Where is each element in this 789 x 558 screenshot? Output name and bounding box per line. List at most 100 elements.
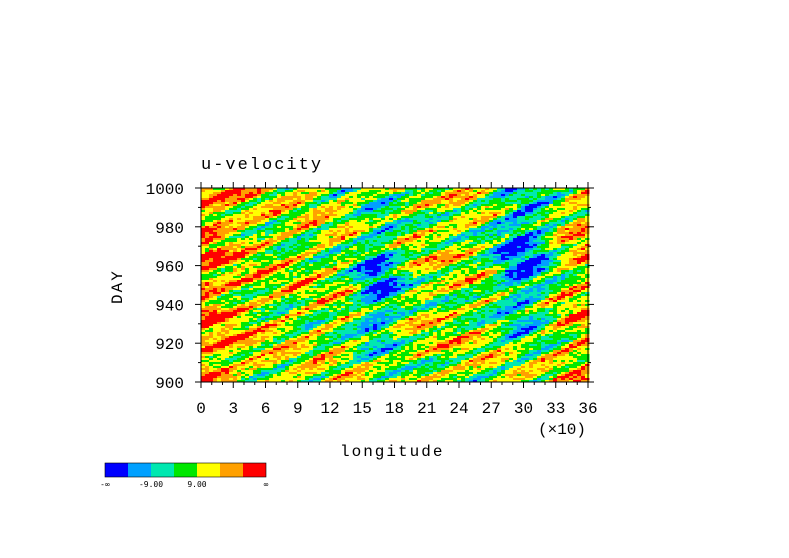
heatmap-cell [313, 224, 318, 227]
heatmap-cell [585, 280, 590, 283]
heatmap-cell [205, 284, 210, 287]
heatmap-cell [437, 214, 442, 217]
heatmap-cell [309, 188, 314, 191]
heatmap-cell [469, 196, 474, 199]
heatmap-cell [265, 256, 270, 259]
heatmap-cell [201, 204, 206, 207]
heatmap-cell [553, 242, 558, 245]
heatmap-cell [497, 216, 502, 219]
heatmap-cell [485, 212, 490, 215]
heatmap-cell [585, 286, 590, 289]
heatmap-cell [537, 214, 542, 217]
heatmap-cell [433, 246, 438, 249]
heatmap-cell [457, 190, 462, 193]
heatmap-cell [301, 236, 306, 239]
heatmap-cell [441, 252, 446, 255]
heatmap-cell [349, 244, 354, 247]
heatmap-cell [529, 284, 534, 287]
heatmap-cell [541, 196, 546, 199]
heatmap-cell [217, 198, 222, 201]
heatmap-cell [301, 218, 306, 221]
heatmap-cell [397, 252, 402, 255]
heatmap-cell [349, 272, 354, 275]
heatmap-cell [517, 248, 522, 251]
heatmap-cell [281, 194, 286, 197]
heatmap-cell [217, 268, 222, 271]
heatmap-cell [525, 230, 530, 233]
heatmap-cell [225, 190, 230, 193]
heatmap-cell [313, 278, 318, 281]
heatmap-cell [285, 244, 290, 247]
heatmap-cell [497, 232, 502, 235]
heatmap-cell [565, 276, 570, 279]
heatmap-cell [213, 234, 218, 237]
heatmap-cell [229, 284, 234, 287]
heatmap-cell [541, 200, 546, 203]
heatmap-cell [577, 266, 582, 269]
heatmap-cell [577, 286, 582, 289]
heatmap-cell [225, 266, 230, 269]
heatmap-cell [461, 278, 466, 281]
heatmap-cell [465, 224, 470, 227]
heatmap-cell [353, 192, 358, 195]
heatmap-cell [325, 244, 330, 247]
heatmap-cell [333, 236, 338, 239]
heatmap-cell [333, 258, 338, 261]
heatmap-cell [349, 224, 354, 227]
heatmap-cell [485, 194, 490, 197]
heatmap-cell [481, 288, 486, 291]
heatmap-cell [525, 232, 530, 235]
heatmap-cell [205, 228, 210, 231]
heatmap-cell [241, 196, 246, 199]
heatmap-cell [509, 220, 514, 223]
heatmap-cell [301, 278, 306, 281]
heatmap-cell [325, 192, 330, 195]
heatmap-cell [521, 282, 526, 285]
heatmap-cell [585, 210, 590, 213]
heatmap-cell [421, 242, 426, 245]
heatmap-cell [369, 276, 374, 279]
heatmap-cell [549, 250, 554, 253]
heatmap-cell [517, 188, 522, 191]
heatmap-cell [217, 244, 222, 247]
heatmap-cell [253, 226, 258, 229]
heatmap-cell [241, 272, 246, 275]
heatmap-cell [529, 250, 534, 253]
heatmap-cell [549, 224, 554, 227]
heatmap-cell [549, 202, 554, 205]
heatmap-cell [585, 262, 590, 265]
heatmap-cell [341, 210, 346, 213]
heatmap-cell [569, 280, 574, 283]
heatmap-cell [585, 222, 590, 225]
heatmap-cell [369, 202, 374, 205]
heatmap-cell [297, 260, 302, 263]
heatmap-cell [269, 272, 274, 275]
heatmap-cell [433, 258, 438, 261]
heatmap-cell [321, 210, 326, 213]
heatmap-cell [273, 194, 278, 197]
heatmap-cell [389, 258, 394, 261]
heatmap-cell [281, 284, 286, 287]
heatmap-cell [273, 204, 278, 207]
heatmap-cell [505, 242, 510, 245]
heatmap-cell [329, 222, 334, 225]
heatmap-cell [453, 278, 458, 281]
heatmap-cell [477, 192, 482, 195]
heatmap-cell [277, 234, 282, 237]
heatmap-cell [373, 270, 378, 273]
heatmap-cell [461, 276, 466, 279]
heatmap-cell [545, 202, 550, 205]
heatmap-cell [573, 200, 578, 203]
heatmap-cell [237, 190, 242, 193]
heatmap-cell [557, 276, 562, 279]
heatmap-cell [353, 196, 358, 199]
heatmap-cell [205, 280, 210, 283]
heatmap-cell [233, 236, 238, 239]
heatmap-cell [353, 244, 358, 247]
heatmap-cell [521, 200, 526, 203]
heatmap-cell [229, 278, 234, 281]
heatmap-cell [241, 214, 246, 217]
heatmap-cell [265, 258, 270, 261]
heatmap-cell [213, 188, 218, 191]
heatmap-cell [561, 196, 566, 199]
